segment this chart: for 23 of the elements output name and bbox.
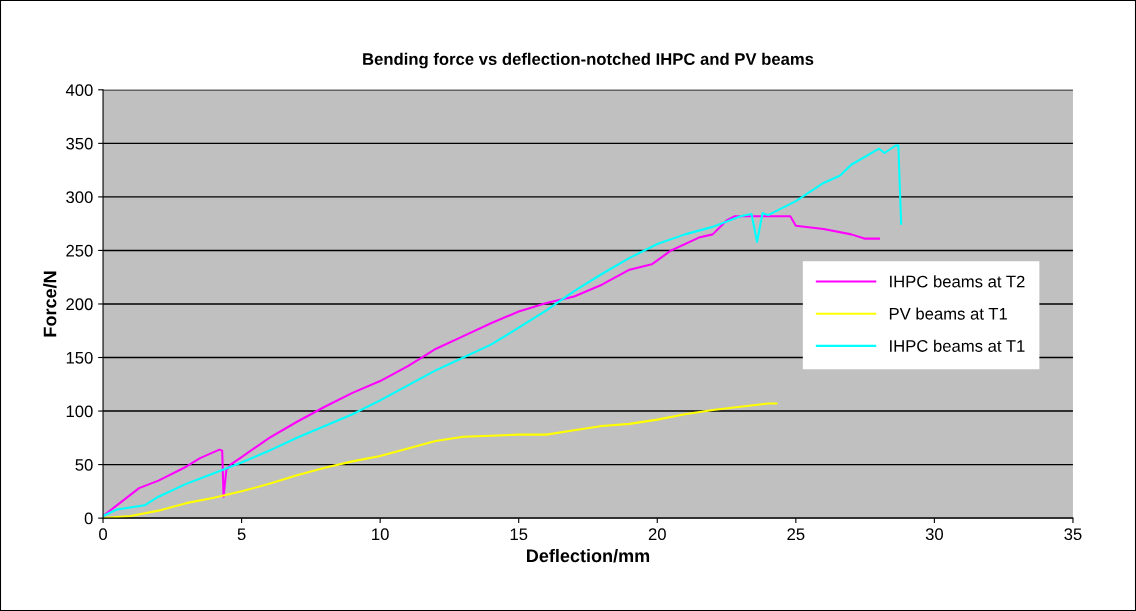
legend-label: PV beams at T1 (889, 307, 1007, 320)
x-axis-title: Deflection/mm (527, 548, 650, 563)
x-tick-label: 35 (1064, 528, 1082, 541)
y-tick-label: 300 (66, 191, 93, 204)
legend-label: IHPC beams at T2 (890, 275, 1025, 288)
x-tick-label: 20 (648, 528, 666, 541)
x-tick-label: 30 (925, 528, 944, 541)
x-tick-label: 0 (99, 528, 108, 541)
y-tick-label: 50 (75, 458, 93, 471)
y-tick-label: 250 (66, 244, 93, 257)
y-tick-label: 350 (66, 137, 93, 150)
y-tick-label: 100 (66, 405, 93, 418)
x-tick-label: 15 (510, 528, 528, 541)
legend-label: IHPC beams at T1 (890, 339, 1025, 352)
y-axis-title: Force/N (43, 271, 57, 337)
y-tick-label: 0 (84, 512, 93, 525)
x-tick-label: 10 (372, 528, 389, 541)
y-tick-label: 400 (65, 84, 93, 97)
x-tick-label: 5 (237, 528, 246, 541)
y-tick-label: 200 (66, 298, 93, 311)
chart-title: Bending force vs deflection-notched IHPC and PV beams (363, 52, 814, 69)
y-tick-label: 150 (66, 351, 93, 364)
x-tick-label: 25 (787, 528, 805, 541)
